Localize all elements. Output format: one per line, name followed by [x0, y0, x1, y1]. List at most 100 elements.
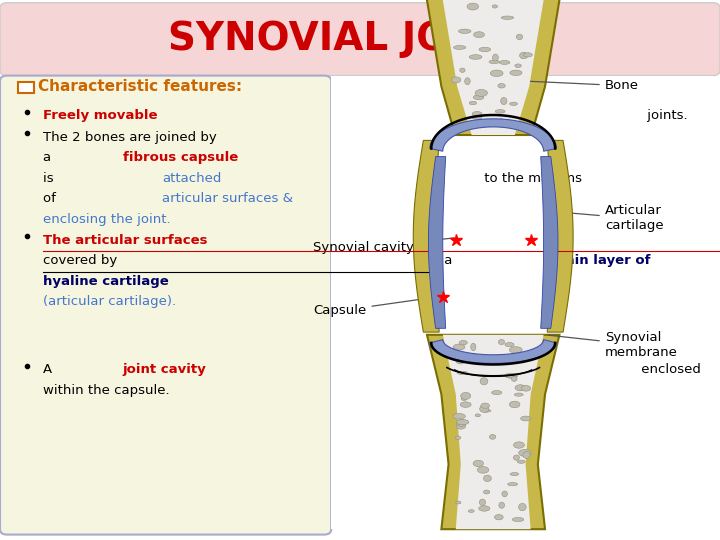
Polygon shape — [541, 157, 558, 328]
Ellipse shape — [489, 60, 499, 64]
FancyBboxPatch shape — [0, 3, 720, 76]
Ellipse shape — [456, 423, 466, 429]
Ellipse shape — [469, 55, 482, 59]
Ellipse shape — [499, 502, 505, 508]
Ellipse shape — [480, 406, 489, 413]
Ellipse shape — [462, 396, 467, 401]
Ellipse shape — [481, 403, 490, 408]
Ellipse shape — [492, 390, 502, 395]
Text: to the margins: to the margins — [480, 172, 582, 185]
Ellipse shape — [461, 393, 471, 400]
Ellipse shape — [500, 98, 507, 105]
Ellipse shape — [508, 483, 518, 486]
Text: attached: attached — [162, 172, 222, 185]
Ellipse shape — [456, 420, 469, 425]
Ellipse shape — [509, 401, 520, 408]
Ellipse shape — [472, 111, 482, 117]
Ellipse shape — [516, 34, 523, 39]
Ellipse shape — [506, 375, 514, 378]
Text: Characteristic features:: Characteristic features: — [38, 79, 243, 94]
Ellipse shape — [515, 384, 526, 391]
Polygon shape — [430, 340, 557, 363]
Ellipse shape — [453, 414, 465, 419]
Ellipse shape — [515, 64, 521, 68]
Ellipse shape — [469, 102, 477, 105]
Ellipse shape — [481, 409, 491, 412]
Ellipse shape — [480, 499, 485, 505]
Text: is: is — [43, 172, 58, 185]
Ellipse shape — [484, 475, 491, 482]
Ellipse shape — [457, 372, 468, 374]
Ellipse shape — [459, 29, 471, 33]
Ellipse shape — [514, 393, 523, 396]
Text: joints.: joints. — [643, 109, 688, 122]
Text: Articular
cartilage: Articular cartilage — [545, 205, 663, 233]
Ellipse shape — [513, 517, 523, 522]
Text: Capsule: Capsule — [313, 296, 441, 318]
Polygon shape — [443, 0, 544, 135]
Ellipse shape — [490, 70, 503, 77]
Ellipse shape — [495, 110, 505, 113]
Ellipse shape — [472, 116, 482, 119]
Ellipse shape — [511, 376, 517, 381]
Text: a: a — [440, 254, 456, 267]
Ellipse shape — [502, 491, 508, 497]
Ellipse shape — [455, 436, 461, 440]
Ellipse shape — [454, 45, 466, 49]
Ellipse shape — [485, 355, 491, 360]
Ellipse shape — [510, 102, 518, 105]
Text: fibrous capsule: fibrous capsule — [122, 151, 238, 164]
Text: Synovial cavity: Synovial cavity — [313, 238, 454, 254]
Ellipse shape — [480, 377, 488, 385]
Ellipse shape — [476, 358, 485, 361]
Text: enclosed: enclosed — [636, 363, 701, 376]
Ellipse shape — [499, 60, 510, 64]
Ellipse shape — [490, 435, 496, 439]
Text: enclosing the joint.: enclosing the joint. — [43, 213, 171, 226]
Ellipse shape — [513, 442, 524, 448]
Ellipse shape — [467, 3, 479, 10]
Ellipse shape — [456, 356, 465, 364]
Text: Synovial
membrane: Synovial membrane — [548, 332, 678, 360]
Ellipse shape — [475, 414, 480, 417]
Text: articular surfaces &: articular surfaces & — [162, 192, 293, 205]
Polygon shape — [427, 335, 559, 529]
Ellipse shape — [477, 467, 489, 473]
Ellipse shape — [510, 70, 522, 76]
Ellipse shape — [510, 472, 518, 476]
Ellipse shape — [473, 460, 484, 467]
Ellipse shape — [456, 501, 461, 504]
Ellipse shape — [498, 84, 505, 88]
Ellipse shape — [471, 343, 476, 350]
Ellipse shape — [460, 355, 469, 361]
Text: The articular surfaces: The articular surfaces — [43, 234, 207, 247]
Ellipse shape — [498, 119, 504, 125]
Polygon shape — [427, 0, 559, 135]
Ellipse shape — [521, 416, 531, 421]
Ellipse shape — [469, 510, 474, 512]
Polygon shape — [430, 119, 557, 151]
Ellipse shape — [509, 347, 522, 353]
Text: within the capsule.: within the capsule. — [43, 384, 170, 397]
Ellipse shape — [513, 455, 519, 460]
Ellipse shape — [464, 78, 470, 85]
Ellipse shape — [457, 420, 466, 427]
Polygon shape — [413, 140, 439, 332]
Text: (articular cartilage).: (articular cartilage). — [43, 295, 176, 308]
Ellipse shape — [460, 402, 471, 407]
Polygon shape — [547, 140, 573, 332]
Ellipse shape — [459, 68, 465, 72]
Ellipse shape — [479, 506, 490, 511]
Text: thin layer of: thin layer of — [559, 254, 650, 267]
Ellipse shape — [484, 490, 490, 494]
Text: of: of — [43, 192, 60, 205]
FancyBboxPatch shape — [331, 76, 713, 529]
Ellipse shape — [505, 342, 514, 347]
Text: SYNOVIAL JOINTS: SYNOVIAL JOINTS — [168, 20, 552, 58]
Ellipse shape — [518, 449, 531, 456]
Ellipse shape — [521, 386, 531, 391]
Polygon shape — [428, 157, 446, 328]
Ellipse shape — [523, 451, 530, 458]
Ellipse shape — [518, 503, 526, 511]
FancyBboxPatch shape — [0, 76, 331, 535]
